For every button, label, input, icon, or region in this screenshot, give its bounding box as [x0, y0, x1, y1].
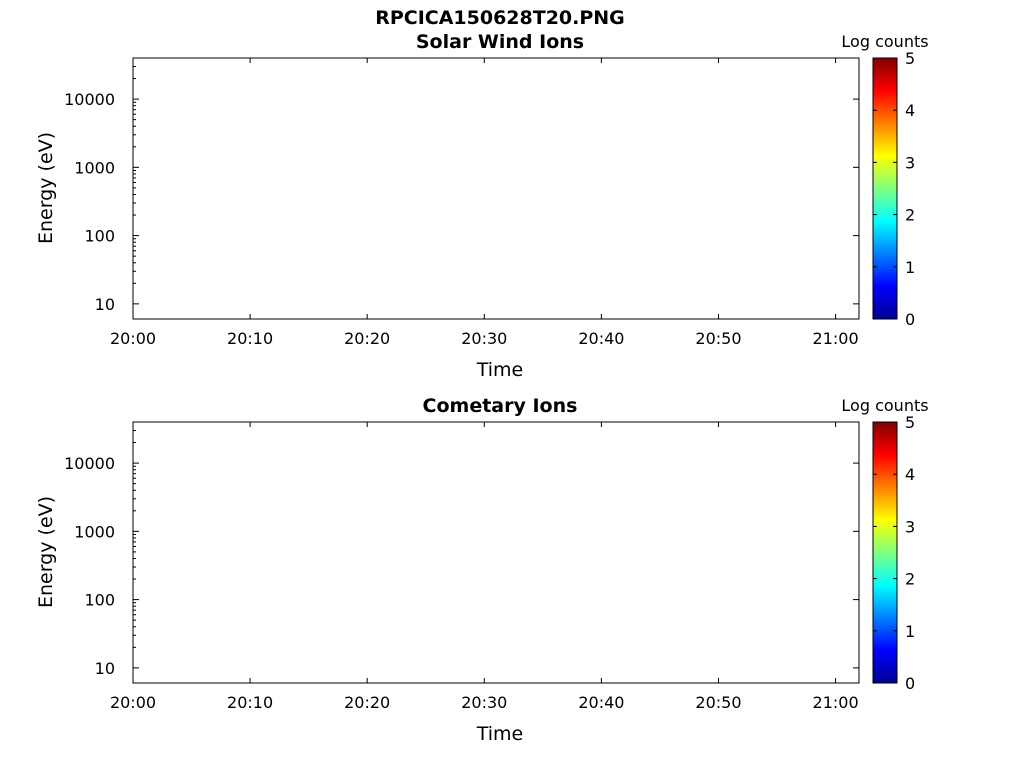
x-tick-label: 21:00 — [813, 693, 859, 712]
y-tick-label: 100 — [84, 591, 115, 610]
colorbar-label: Log counts — [841, 396, 928, 415]
x-tick-label: 20:00 — [110, 329, 156, 348]
x-tick-label: 21:00 — [813, 329, 859, 348]
colorbar — [872, 421, 898, 684]
colorbar-ticks: 0 1 2 3 4 5 — [873, 49, 915, 329]
panel-title: Solar Wind Ions — [416, 31, 584, 53]
y-tick-label: 1000 — [74, 522, 115, 541]
axis-ticks: 20:00 20:10 20:20 20:30 20:40 20:50 21:00 10 100… — [64, 422, 859, 712]
x-tick-label: 20:50 — [695, 329, 741, 348]
plot-frame — [132, 57, 860, 320]
colorbar-tick-label: 0 — [905, 310, 915, 329]
panel-solar-wind: Solar Wind Ions 20:00 20:10 20:20 20:30 20:4… — [35, 31, 929, 381]
y-tick-label: 100 — [84, 227, 115, 246]
y-tick-label: 1000 — [74, 158, 115, 177]
colorbar-tick-label: 4 — [905, 465, 915, 484]
colorbar-tick-label: 3 — [905, 153, 915, 172]
colorbar-tick-label: 3 — [905, 517, 915, 536]
y-axis-label: Energy (eV) — [35, 132, 57, 244]
y-tick-label: 10000 — [64, 90, 115, 109]
x-tick-label: 20:10 — [227, 693, 273, 712]
colorbar-tick-label: 2 — [905, 570, 915, 589]
x-tick-label: 20:10 — [227, 329, 273, 348]
plot-frame — [132, 421, 860, 684]
colorbar-tick-label: 1 — [905, 258, 915, 277]
colorbar-ticks: 0 1 2 3 4 5 — [873, 413, 915, 693]
x-tick-label: 20:30 — [461, 693, 507, 712]
x-tick-label: 20:40 — [578, 693, 624, 712]
colorbar — [872, 57, 898, 320]
x-tick-label: 20:30 — [461, 329, 507, 348]
panel-cometary: Cometary Ions 20:00 20:10 20:20 20:30 20:40 2… — [35, 395, 929, 745]
axis-ticks: 20:00 20:10 20:20 20:30 20:40 20:50 21:00 10 100… — [64, 58, 859, 348]
x-tick-label: 20:20 — [344, 329, 390, 348]
y-tick-label: 10 — [95, 659, 115, 678]
colorbar-tick-label: 5 — [905, 49, 915, 68]
x-tick-label: 20:50 — [695, 693, 741, 712]
y-axis-label: Energy (eV) — [35, 496, 57, 608]
y-tick-label: 10000 — [64, 454, 115, 473]
x-tick-label: 20:40 — [578, 329, 624, 348]
colorbar-tick-label: 4 — [905, 101, 915, 120]
colorbar-label: Log counts — [841, 32, 928, 51]
panel-title: Cometary Ions — [423, 395, 578, 417]
colorbar-tick-label: 1 — [905, 622, 915, 641]
y-tick-label: 10 — [95, 295, 115, 314]
colorbar-tick-label: 0 — [905, 674, 915, 693]
colorbar-tick-label: 2 — [905, 206, 915, 225]
x-axis-label: Time — [476, 359, 524, 381]
x-axis-label: Time — [476, 723, 524, 745]
x-tick-label: 20:00 — [110, 693, 156, 712]
figure-title: RPCICA150628T20.PNG — [375, 7, 625, 29]
x-tick-label: 20:20 — [344, 693, 390, 712]
colorbar-tick-label: 5 — [905, 413, 915, 432]
